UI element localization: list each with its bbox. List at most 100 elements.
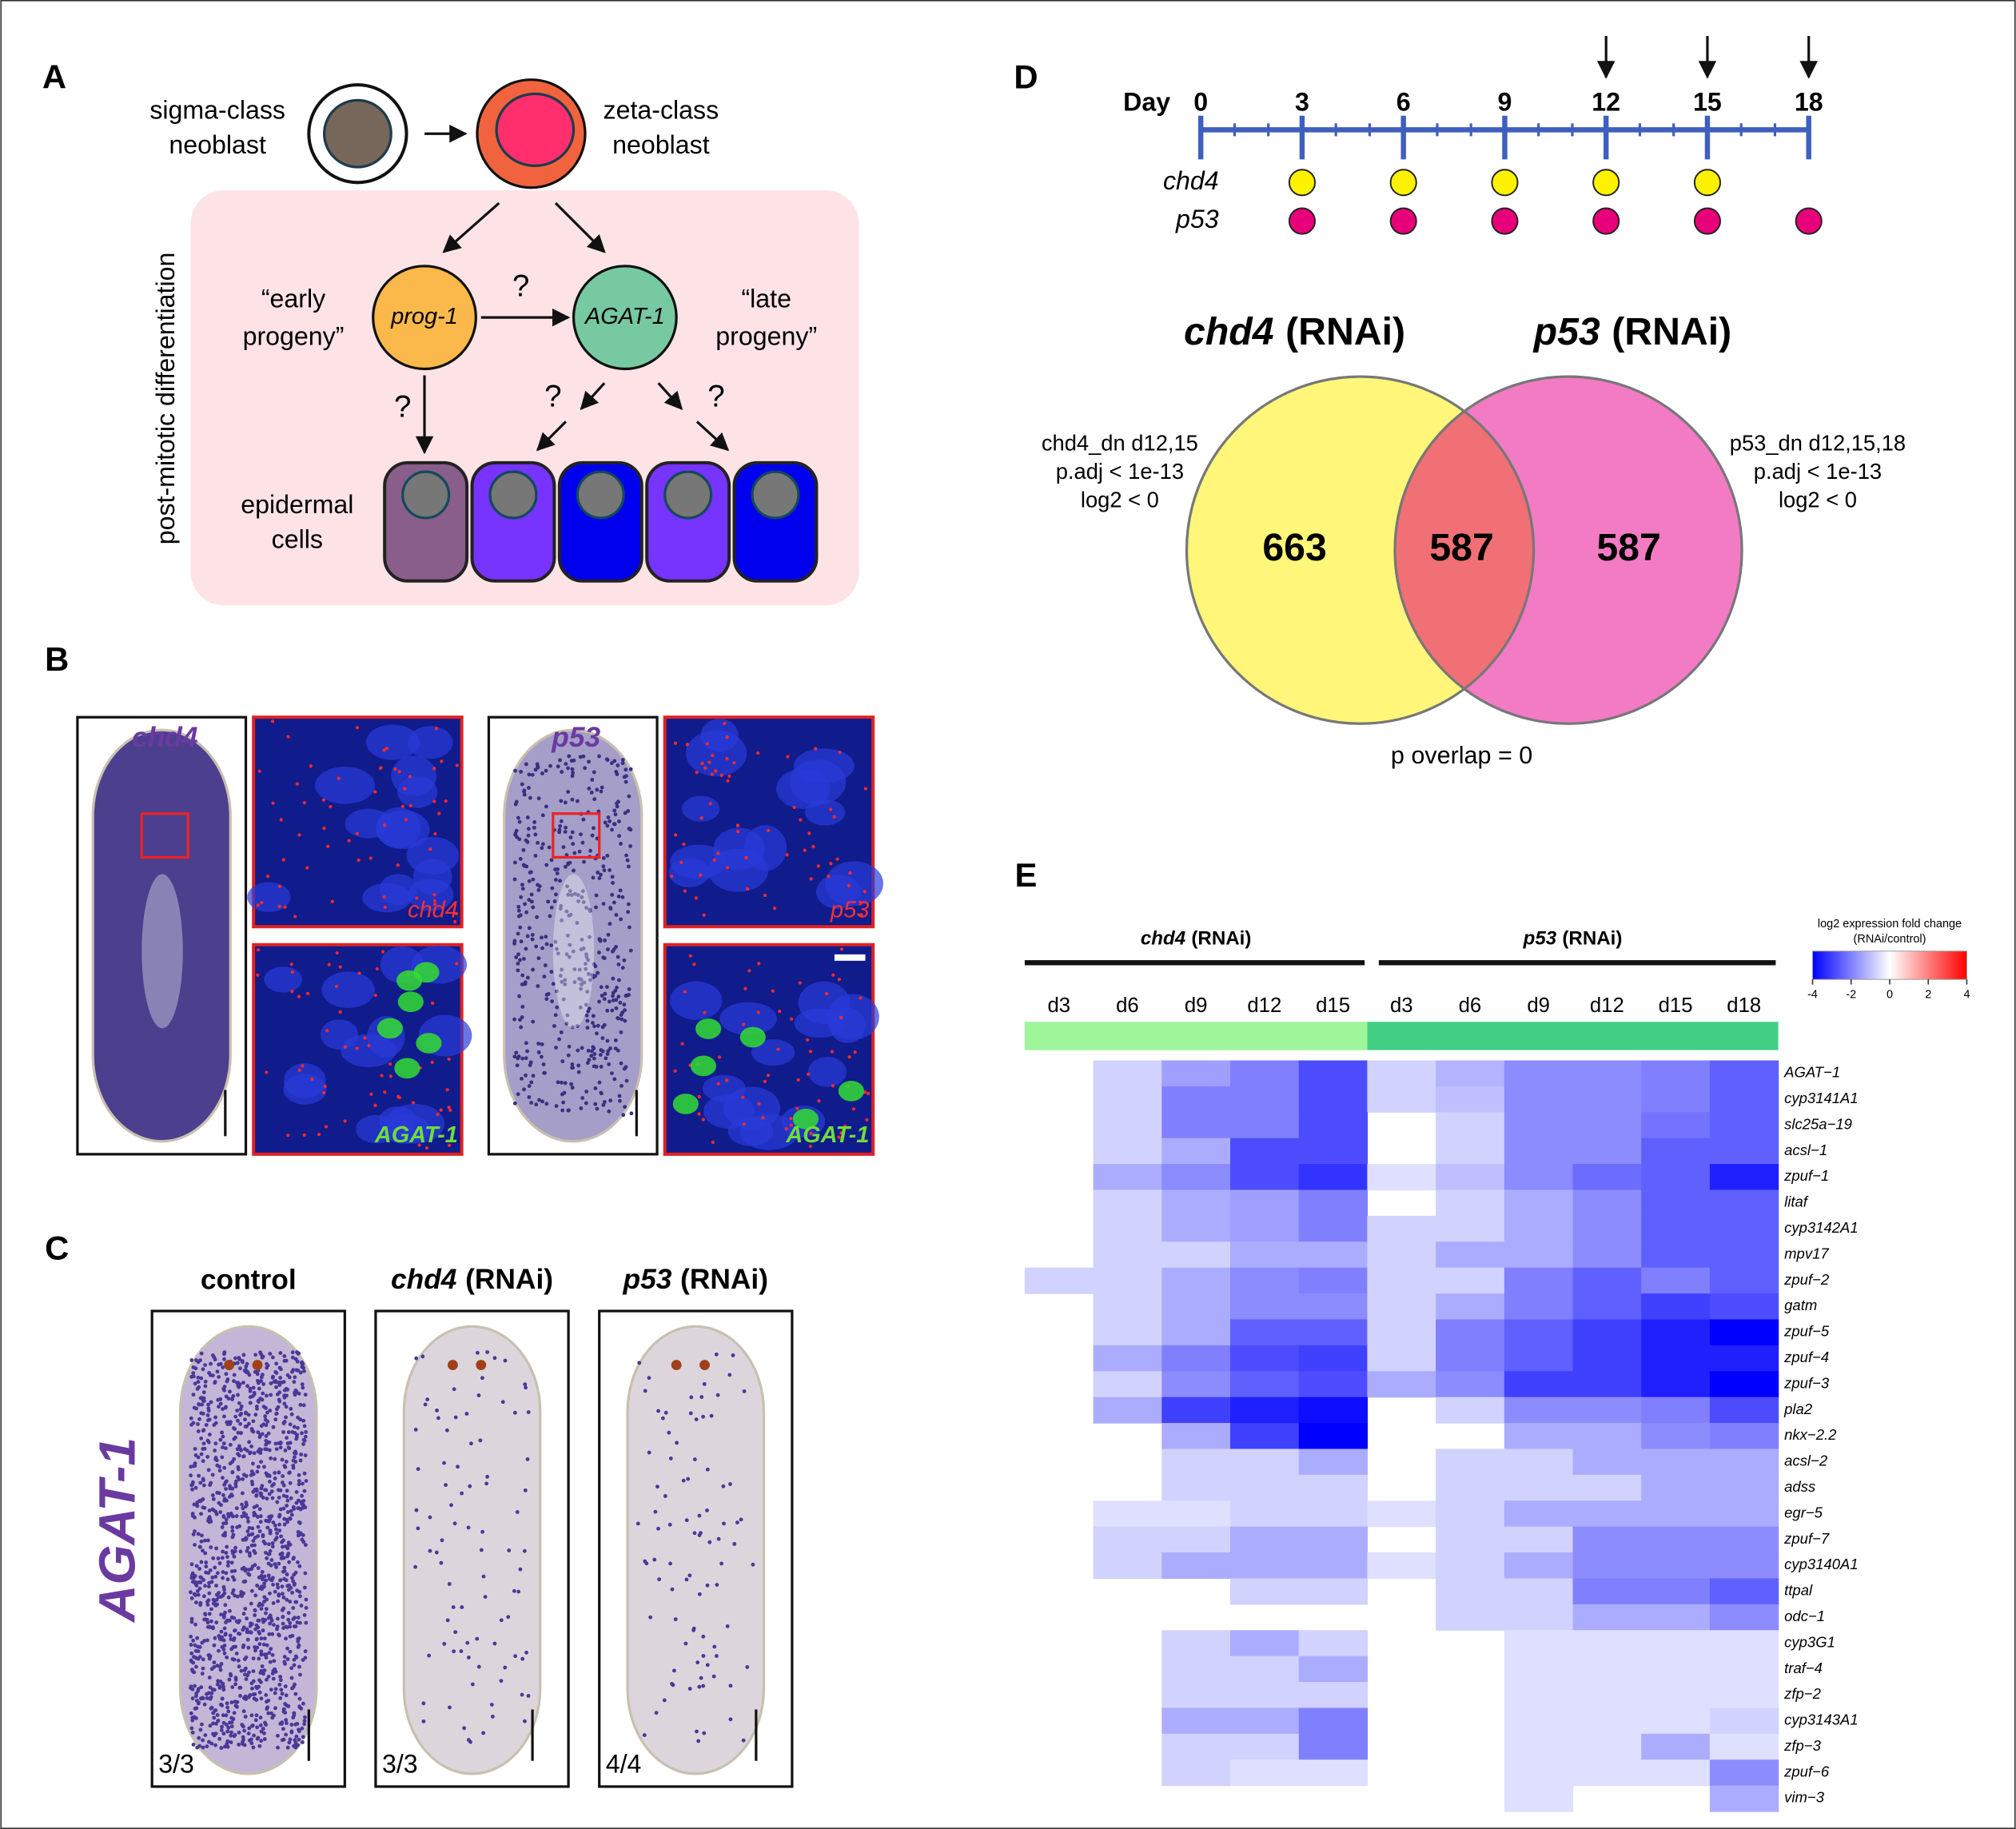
stain-dot — [285, 1745, 290, 1750]
stain-dot — [668, 1561, 672, 1566]
stain-dot — [605, 1038, 610, 1043]
heat-cell — [1093, 1500, 1162, 1528]
stain-dot — [223, 1603, 228, 1608]
stain-dot — [257, 1507, 262, 1512]
stain-dot — [278, 1376, 283, 1380]
stain-dot — [268, 1548, 273, 1553]
signal — [432, 899, 436, 903]
stain-dot — [616, 954, 620, 959]
signal — [447, 1057, 451, 1061]
stain-dot — [227, 1608, 232, 1613]
label: prog-1 — [390, 304, 458, 329]
stain-dot — [452, 1649, 456, 1654]
heat-cell — [1709, 1293, 1779, 1321]
stain-dot — [257, 1743, 262, 1748]
heat-cell — [1161, 1189, 1231, 1217]
stain-dot — [221, 1365, 225, 1369]
stain-dot — [294, 1490, 299, 1494]
stain-dot — [237, 1730, 241, 1735]
column-label: d9 — [1527, 994, 1550, 1017]
gene-label: mpv17 — [1784, 1245, 1829, 1261]
heat-cell — [1230, 1397, 1300, 1424]
signal — [363, 1036, 367, 1040]
stain-dot — [233, 1435, 237, 1440]
stain-dot — [298, 1402, 303, 1407]
stain-dot — [513, 802, 518, 807]
stain-dot — [268, 1480, 272, 1484]
stain-dot — [554, 1046, 558, 1050]
stain-dot — [581, 754, 586, 759]
signal — [680, 1042, 684, 1046]
stain-dot — [572, 967, 577, 971]
stain-dot — [190, 1696, 195, 1700]
stain-dot — [519, 939, 524, 944]
stain-dot — [215, 1369, 220, 1374]
stain-dot — [584, 954, 589, 959]
stain-dot — [191, 1371, 196, 1376]
stain-dot — [299, 1361, 304, 1365]
heat-cell — [1161, 1448, 1231, 1476]
stain-dot — [264, 1656, 269, 1660]
signal — [705, 742, 709, 746]
stain-dot — [492, 1356, 497, 1361]
stain-dot — [569, 1082, 574, 1086]
signal — [444, 799, 448, 803]
stain-dot — [189, 1596, 194, 1600]
stain-dot — [235, 1699, 240, 1704]
signal — [305, 866, 309, 870]
signal — [859, 900, 863, 904]
stain-dot — [610, 827, 614, 832]
stain-dot — [226, 1709, 231, 1714]
heat-cell — [1230, 1189, 1300, 1217]
stain-dot — [591, 1014, 596, 1018]
stain-dot — [445, 1618, 450, 1623]
heat-cell — [1230, 1345, 1300, 1372]
stain-dot — [221, 1584, 226, 1589]
stain-dot — [217, 1500, 221, 1505]
stain-dot — [595, 1031, 599, 1036]
stain-dot — [506, 1615, 511, 1620]
stain-dot — [599, 872, 603, 877]
stain-dot — [261, 1642, 266, 1647]
stain-dot — [600, 1036, 605, 1041]
stain-dot — [543, 1070, 547, 1075]
stain-dot — [531, 1019, 536, 1024]
label: cells — [272, 524, 323, 553]
heat-cell — [1572, 1682, 1642, 1709]
stain-dot — [207, 1433, 212, 1437]
injection — [1491, 169, 1519, 197]
stain-dot — [259, 1729, 264, 1734]
stain-dot — [697, 1513, 702, 1518]
stain-dot — [525, 1457, 530, 1461]
stain-dot — [277, 1496, 281, 1500]
stain-dot — [240, 1359, 245, 1363]
stain-dot — [564, 864, 568, 869]
signal — [697, 1094, 701, 1099]
stain-dot — [287, 1740, 292, 1745]
stain-dot — [701, 1654, 706, 1658]
stain-dot — [244, 1567, 249, 1572]
stain-dot — [196, 1455, 201, 1460]
stain-dot — [190, 1512, 195, 1516]
stain-dot — [550, 886, 555, 891]
signal — [863, 1090, 867, 1094]
signal — [448, 1108, 452, 1112]
stain-dot — [241, 1612, 246, 1616]
signal — [785, 853, 789, 857]
heat-cell — [1709, 1215, 1779, 1242]
stain-dot — [539, 1054, 544, 1059]
stain-dot — [225, 1564, 230, 1568]
signal — [393, 767, 397, 771]
signal — [322, 1090, 326, 1095]
heat-cell — [1436, 1060, 1505, 1087]
heat-cell — [1709, 1474, 1779, 1501]
stain-dot — [536, 1042, 541, 1046]
stain-dot — [727, 1373, 732, 1377]
stain-dot — [600, 994, 604, 998]
stain-dot — [225, 1705, 229, 1710]
signal — [347, 839, 351, 843]
signal — [396, 863, 400, 867]
signal — [670, 875, 674, 879]
stain-dot — [268, 1516, 273, 1521]
stain-dot — [503, 1358, 508, 1363]
